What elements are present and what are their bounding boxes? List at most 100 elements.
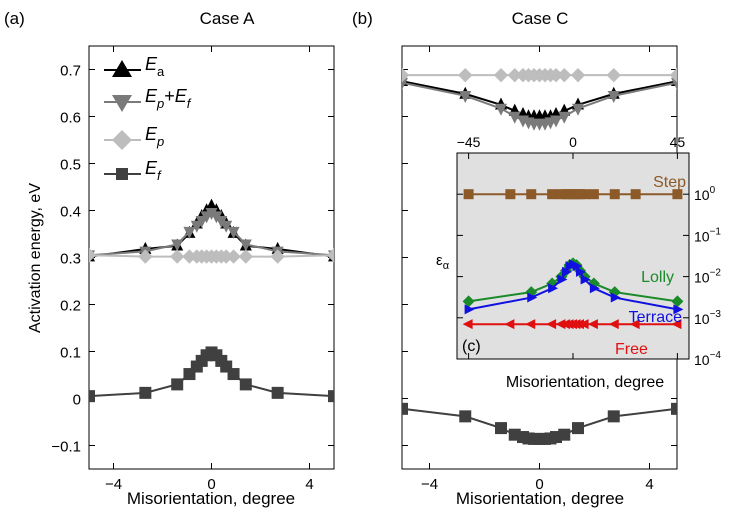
data-point-free (504, 319, 515, 330)
data-point-terrace (610, 292, 621, 303)
panel-b: −4 0 4 Misorientation, degree (401, 45, 678, 508)
data-point-e-p-e-f (671, 77, 677, 90)
legend-ef-base: E (145, 158, 158, 178)
data-point-e-p-e-f (508, 111, 521, 124)
data-point-e-p-e-f (572, 103, 584, 116)
inset-c: −45 0 45 100 10−1 10−2 10−3 10−4 (c) Misorienta… (436, 134, 721, 391)
data-point-step (672, 189, 683, 200)
data-point-terrace (575, 266, 586, 277)
data-point-free (587, 319, 598, 330)
legend-ef-sub: f (157, 168, 162, 183)
legend-entry-ef: Ef (104, 158, 162, 183)
y-tick-label: 0.5 (60, 157, 81, 174)
y-tick-label: 0.4 (60, 204, 81, 221)
data-point-e-p (270, 249, 285, 264)
y-axis-label-c: εα (436, 252, 450, 272)
y-tick-label: 10−4 (694, 350, 721, 368)
data-point-free (671, 319, 682, 330)
y-axis-label-a: Activation energy, eV (27, 183, 44, 333)
y-tick-label: 10−2 (694, 268, 721, 286)
plot-area-a (89, 198, 334, 403)
data-point-e-p-e-f (227, 226, 240, 239)
legend-ea-sub: a (157, 64, 165, 79)
x-axis-label-a: Misorientation, degree (127, 489, 295, 508)
data-point-e-p-e-f (459, 91, 472, 104)
panel-a: −4 0 4 −0.1 0 0.1 0.2 0.3 0.4 0.5 0.6 0.7 Misorient… (27, 45, 335, 508)
data-point-e-p-e-f (183, 226, 196, 239)
data-point-step (463, 189, 474, 200)
y-tick-label: 10−3 (694, 309, 721, 327)
data-point-free (608, 319, 619, 330)
data-point-e-p-e-f (558, 111, 571, 124)
data-point-terrace (572, 261, 583, 272)
data-point-e-f (558, 428, 571, 441)
data-point-e-p (138, 249, 153, 264)
data-point-free (578, 319, 589, 330)
data-point-e-p (606, 67, 621, 83)
data-point-e-p (669, 67, 677, 83)
y-tick-label: 100 (694, 185, 716, 203)
x-tick-label: 4 (645, 476, 653, 493)
data-point-lolly (671, 295, 684, 308)
data-point-step (588, 189, 599, 200)
inset-label-free: Free (615, 341, 648, 358)
legend-ep-sub: p (156, 134, 164, 149)
svg-text:Ea: Ea (145, 54, 165, 79)
data-point-e-f (239, 378, 252, 391)
legend-marker-ef (116, 168, 128, 180)
data-point-lolly (462, 295, 475, 308)
legend-epef-sub1: p (156, 96, 164, 111)
data-point-e-p-e-f (171, 239, 184, 252)
svg-text:Ep+Ef: Ep+Ef (145, 86, 192, 111)
data-point-e-p-e-f (607, 91, 620, 104)
data-point-e-f (328, 390, 334, 403)
y-axis-label-c-sub: α (443, 260, 450, 272)
data-point-e-p (557, 67, 572, 83)
x-tick-label: 0 (207, 476, 215, 493)
legend-ep-base: E (145, 124, 158, 144)
legend-marker-ep (112, 130, 132, 150)
data-point-e-p (570, 67, 586, 83)
svg-text:Ef: Ef (145, 158, 162, 183)
legend-entry-epef: Ep+Ef (104, 86, 192, 112)
data-point-free (546, 319, 557, 330)
data-point-free (629, 319, 640, 330)
data-point-e-f (402, 402, 408, 415)
data-point-e-f (227, 368, 240, 381)
x-tick-label: 4 (305, 476, 313, 493)
data-point-step (609, 189, 620, 200)
panel-label-b: (b) (352, 9, 373, 28)
data-point-e-f (572, 422, 584, 435)
axes-ticks-c: −45 0 45 100 10−1 10−2 10−3 10−4 (457, 134, 722, 368)
data-point-e-p-e-f (205, 208, 218, 221)
y-tick-label: 0.6 (60, 110, 81, 127)
x-tick-label: −4 (105, 476, 122, 493)
legend-epef-base1: E (145, 86, 158, 106)
legend-entry-ep: Ep (104, 124, 164, 150)
y-tick-label: 0 (73, 392, 81, 409)
y-tick-label: −0.1 (51, 439, 81, 456)
y-tick-label: 0.7 (60, 63, 81, 80)
data-point-e-f (671, 402, 677, 415)
data-point-free (525, 319, 536, 330)
x-tick-label: 0 (535, 476, 543, 493)
data-point-step (579, 189, 590, 200)
data-point-e-p (219, 249, 234, 264)
data-point-e-p (458, 67, 473, 83)
y-tick-label: 0.1 (60, 345, 81, 362)
data-point-e-f (495, 422, 507, 435)
x-tick-label: 45 (670, 134, 686, 150)
data-point-terrace (548, 283, 559, 294)
plot-area-b (402, 67, 677, 445)
legend-marker-ea (112, 60, 132, 77)
x-axis-label-c: Misorientation, degree (506, 374, 664, 391)
data-point-e-p (226, 249, 241, 264)
data-point-e-f (271, 386, 284, 399)
data-point-e-p (89, 247, 97, 263)
data-point-step (547, 189, 558, 200)
data-point-e-p-e-f (550, 115, 562, 128)
title-a: Case A (200, 9, 255, 28)
data-point-terrace (464, 304, 475, 315)
data-point-e-p-e-f (495, 103, 507, 116)
